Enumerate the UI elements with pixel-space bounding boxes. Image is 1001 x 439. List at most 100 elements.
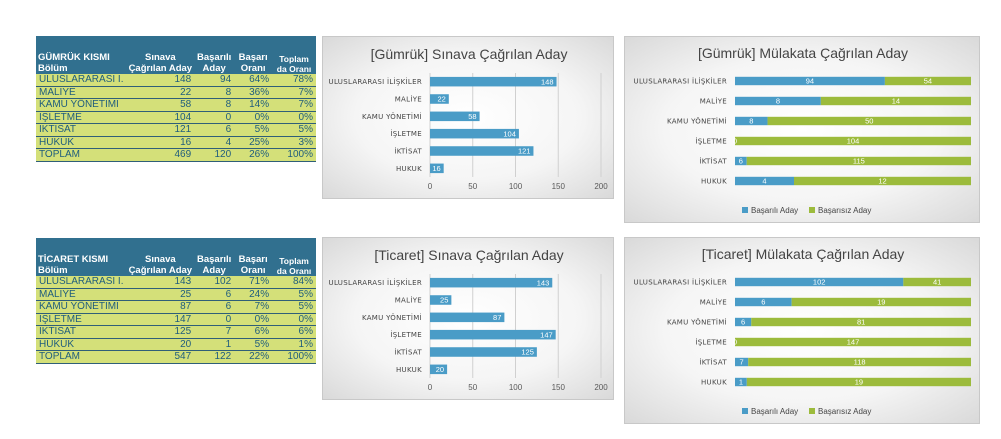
- table-header-cell: GÜMRÜK KISMI Bölüm: [36, 36, 127, 74]
- category-label: MALİYE: [395, 95, 422, 104]
- category-label: KAMU YÖNETİMİ: [667, 318, 727, 327]
- category-label: İKTİSAT: [394, 348, 422, 357]
- ticaret-sinav-chart-svg: [Ticaret] Sınava Çağrılan Aday 0 50 100 150 2…: [329, 247, 609, 392]
- table-row: TOPLAM 469 120 26% 100%: [36, 148, 316, 162]
- table-cell: 0%: [234, 313, 273, 326]
- bar-fail: [820, 96, 971, 106]
- table-cell: 1%: [272, 338, 316, 351]
- table-cell: 71%: [234, 276, 273, 289]
- data-label-success: 4: [762, 177, 766, 186]
- table-row: HUKUK 20 1 5% 1%: [36, 338, 316, 351]
- table-row: MALİYE 25 6 24% 5%: [36, 288, 316, 301]
- table-cell: 5%: [272, 300, 316, 314]
- table-header-cell: Sınava Çağrılan Aday: [126, 238, 195, 276]
- table-cell: TOPLAM: [36, 148, 127, 162]
- table-cell: 78%: [272, 74, 316, 87]
- bar: [430, 295, 452, 305]
- bar: [430, 277, 553, 288]
- table-cell: 100%: [272, 148, 316, 162]
- bar-fail: [903, 277, 971, 287]
- ticaret-mulakat-chart-svg: [Ticaret] Mülakata Çağrılan Aday ULUSLARA…: [634, 246, 971, 416]
- table-cell: 6: [194, 300, 235, 314]
- table-cell: 125: [126, 325, 195, 339]
- data-label-success: 102: [813, 278, 826, 287]
- bar: [430, 76, 557, 87]
- legend-label: Başarılı Aday: [751, 407, 798, 416]
- bar: [430, 146, 534, 156]
- table-cell: 64%: [234, 74, 273, 87]
- data-label: 58: [468, 112, 476, 121]
- table-cell: 122: [194, 350, 235, 364]
- x-tick-label: 50: [468, 182, 477, 191]
- bar: [430, 329, 556, 340]
- category-label: İŞLETME: [695, 137, 727, 146]
- table-cell: 7%: [272, 98, 316, 112]
- table-cell: 87: [126, 300, 195, 314]
- table-cell: 14%: [234, 98, 273, 112]
- table-cell: 5%: [272, 123, 316, 137]
- table-cell: 4: [194, 136, 235, 149]
- data-label-fail: 14: [892, 97, 900, 106]
- table-row: KAMU YÖNETİMİ 87 6 7% 5%: [36, 300, 316, 314]
- table-cell: TOPLAM: [36, 350, 127, 364]
- category-label: İKTİSAT: [394, 147, 422, 156]
- table-cell: 0%: [234, 111, 273, 124]
- category-label: ULUSLARARASI İLİŞKİLER: [329, 278, 422, 287]
- table-header-cell: Başarı Oranı: [234, 238, 273, 276]
- table-cell: 104: [126, 111, 195, 124]
- table-cell: İKTİSAT: [36, 123, 127, 137]
- bar-fail: [767, 116, 971, 126]
- gumruk-mulakat-chart-svg: [Gümrük] Mülakata Çağrılan Aday ULUSLARAR…: [634, 45, 971, 215]
- gumruk-sinav-chart: [Gümrük] Sınava Çağrılan Aday 0 50 100 150 20…: [322, 36, 614, 199]
- table-cell: MALİYE: [36, 288, 127, 301]
- data-label: 121: [518, 147, 531, 156]
- gumruk-table: GÜMRÜK KISMI Bölüm Sınava Çağrılan Aday Ba…: [36, 36, 316, 162]
- table-row: TOPLAM 547 122 22% 100%: [36, 350, 316, 364]
- bar: [430, 347, 537, 357]
- bar: [430, 128, 519, 139]
- table-row: İŞLETME 104 0 0% 0%: [36, 111, 316, 124]
- table-row: ULUSLARARASI İ. 148 94 64% 78%: [36, 74, 316, 87]
- table-row: HUKUK 16 4 25% 3%: [36, 136, 316, 149]
- data-label: 147: [540, 330, 553, 339]
- table-cell: 147: [126, 313, 195, 326]
- table-cell: 547: [126, 350, 195, 364]
- table-cell: 143: [126, 276, 195, 289]
- table-cell: 36%: [234, 86, 273, 99]
- table-cell: 25%: [234, 136, 273, 149]
- bar-success: [735, 357, 749, 367]
- data-label: 22: [437, 95, 445, 104]
- data-label-success: 6: [741, 318, 745, 327]
- legend-swatch-fail: [809, 207, 815, 213]
- bar-success: [735, 317, 752, 327]
- legend-label: Başarısız Aday: [818, 206, 871, 215]
- bar-success: [735, 377, 747, 387]
- x-tick-label: 200: [594, 383, 608, 392]
- table-cell: 7%: [272, 86, 316, 99]
- data-label-fail: 104: [847, 137, 860, 146]
- table-header-cell: TİCARET KISMI Bölüm: [36, 238, 127, 276]
- bar: [430, 94, 449, 104]
- x-tick-label: 100: [509, 182, 523, 191]
- bar: [430, 163, 444, 174]
- category-label: KAMU YÖNETİMİ: [362, 313, 422, 322]
- table-cell: 8: [194, 86, 235, 99]
- table-cell: 22: [126, 86, 195, 99]
- table-cell: 102: [194, 276, 235, 289]
- data-label-success: 8: [776, 97, 780, 106]
- table-cell: 6%: [272, 325, 316, 339]
- table-row: ULUSLARARASI İ. 143 102 71% 84%: [36, 276, 316, 289]
- chart-title: [Gümrük] Mülakata Çağrılan Aday: [698, 45, 908, 61]
- legend-swatch-fail: [809, 408, 815, 414]
- category-label: MALİYE: [395, 296, 422, 305]
- bar-fail: [746, 156, 971, 166]
- category-label: ULUSLARARASI İLİŞKİLER: [634, 278, 727, 287]
- table-cell: 1: [194, 338, 235, 351]
- table-cell: 100%: [272, 350, 316, 364]
- category-label: İŞLETME: [695, 338, 727, 347]
- table-cell: 26%: [234, 148, 273, 162]
- bar-fail: [794, 176, 971, 186]
- data-label: 87: [493, 313, 501, 322]
- data-label-fail: 147: [847, 338, 860, 347]
- chart-title: [Ticaret] Mülakata Çağrılan Aday: [702, 246, 905, 262]
